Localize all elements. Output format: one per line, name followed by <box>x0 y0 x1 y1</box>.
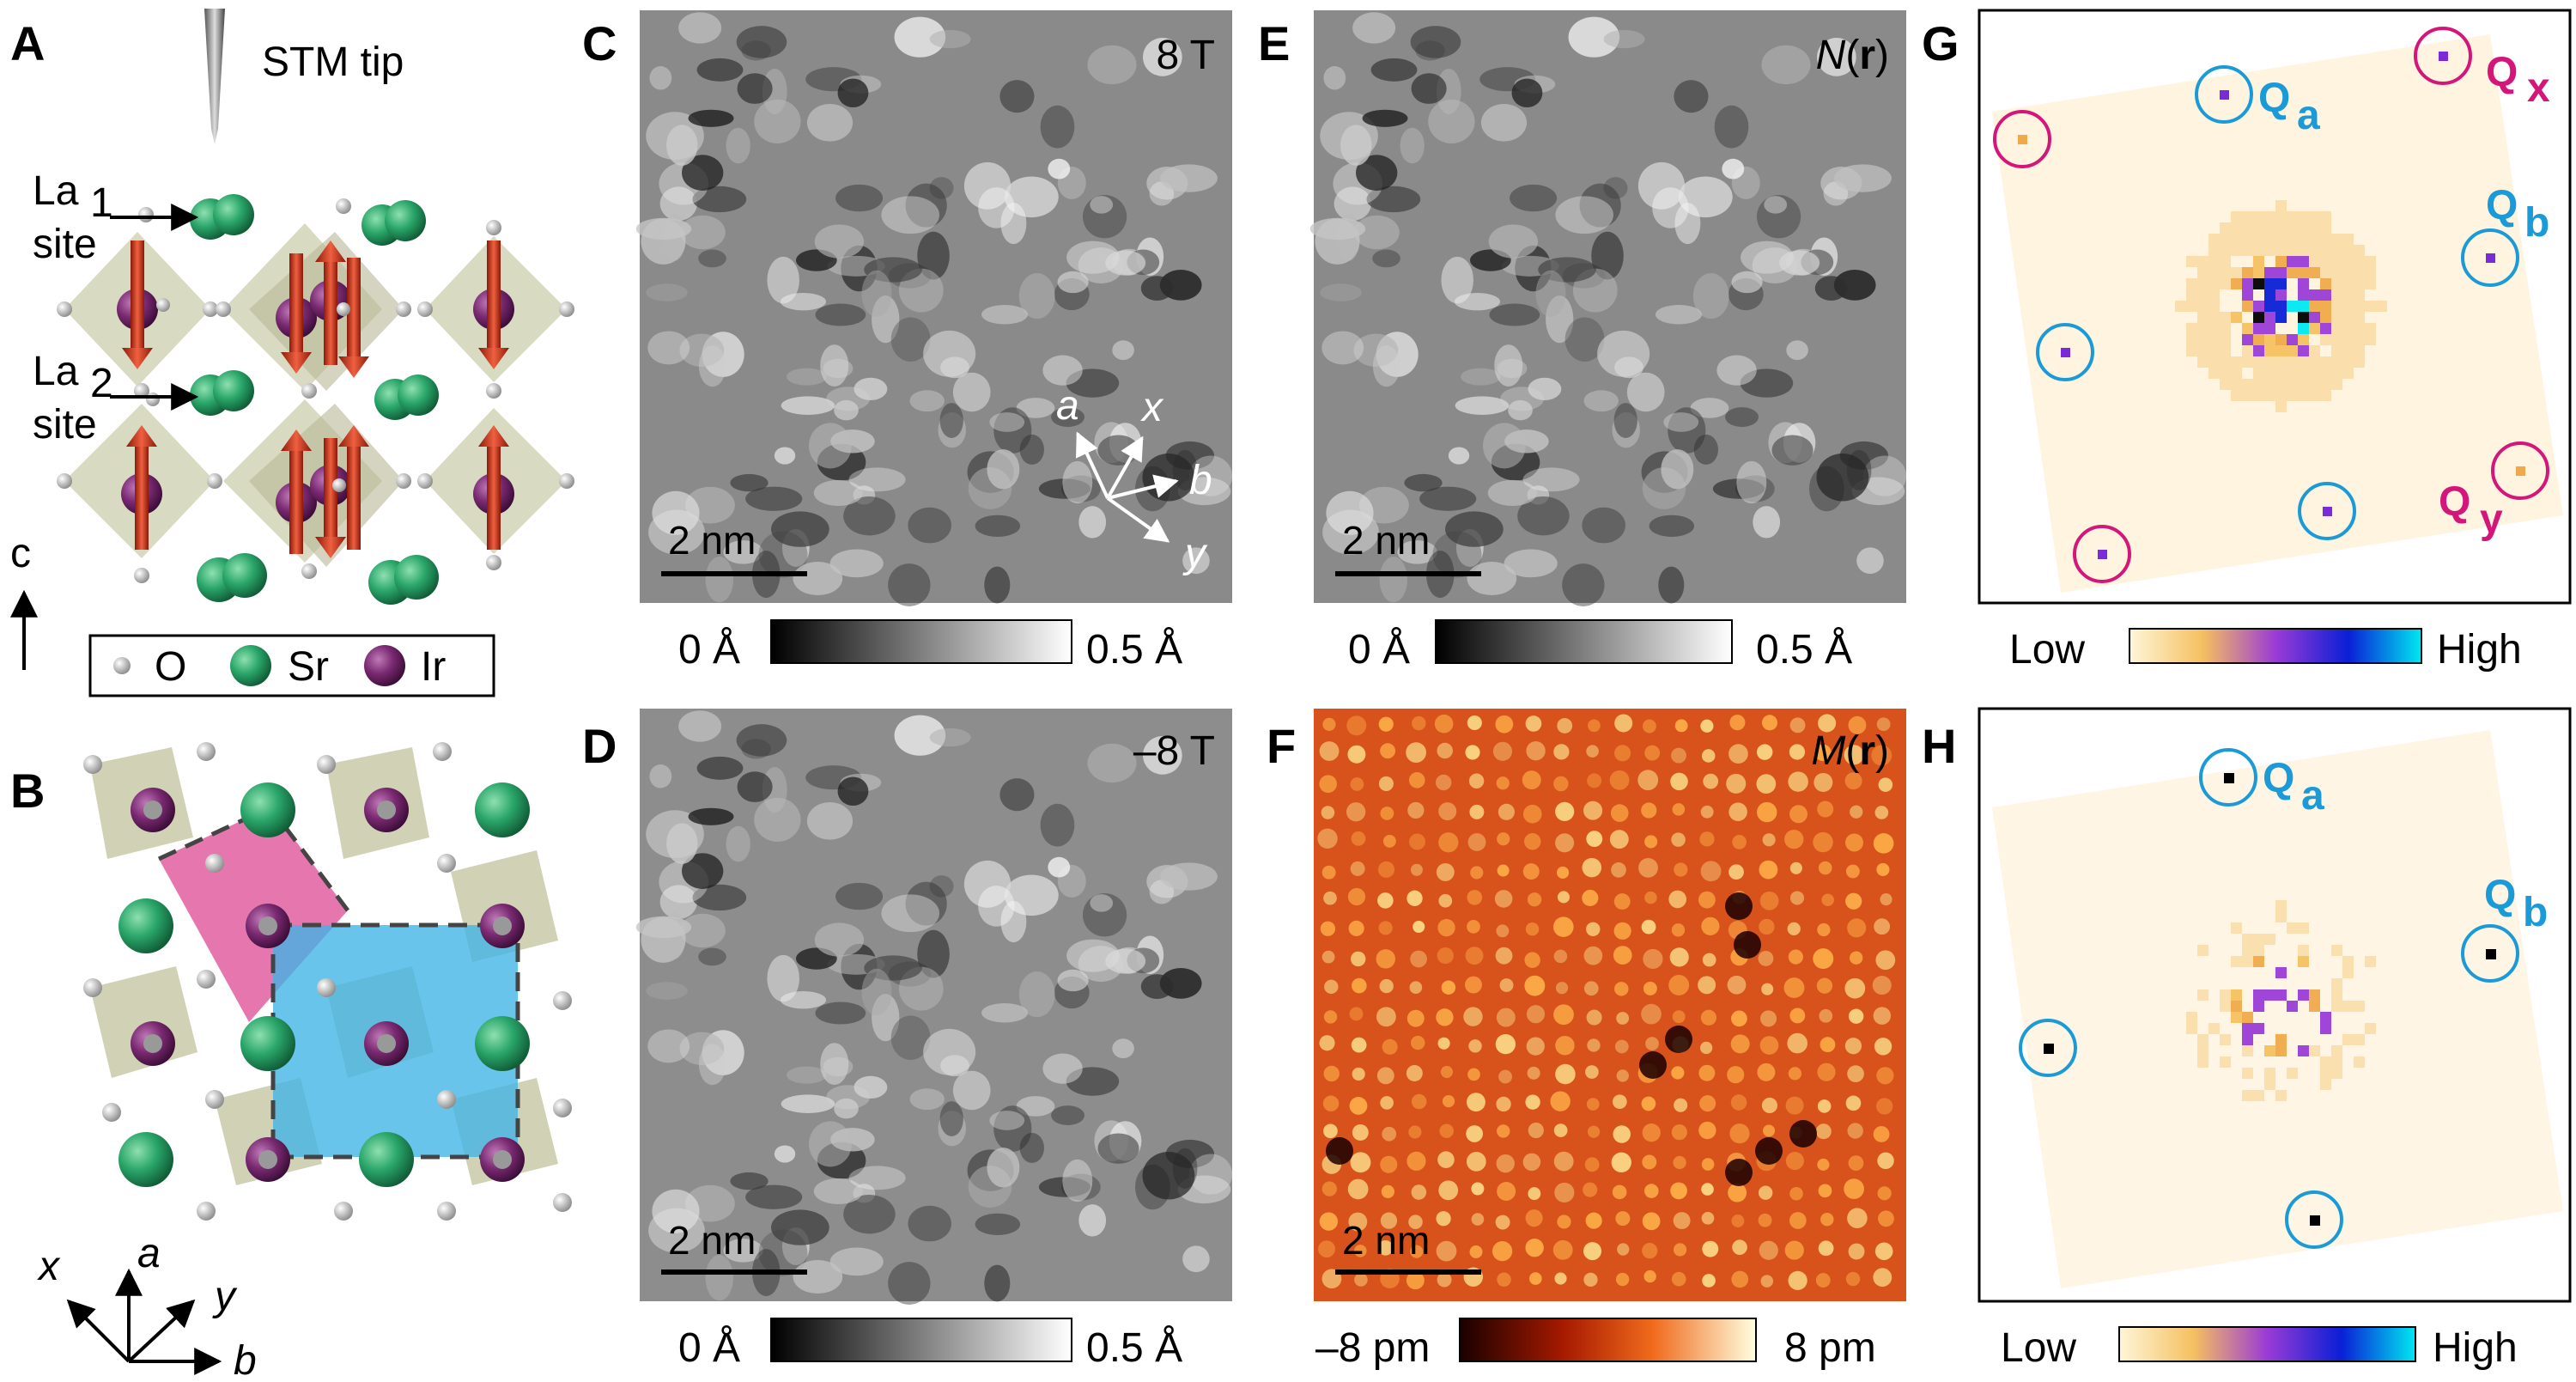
svg-text:8 pm: 8 pm <box>1784 1325 1876 1371</box>
svg-text:0 Å: 0 Å <box>1348 627 1410 673</box>
svg-text:y: y <box>2480 496 2503 542</box>
svg-text:High: High <box>2433 1325 2518 1371</box>
fft-features-h <box>2044 773 2496 1226</box>
svg-text:2 nm: 2 nm <box>668 1218 756 1263</box>
panel-label-f: F <box>1267 719 1296 773</box>
svg-text:Q: Q <box>2486 183 2518 228</box>
svg-text:a: a <box>2301 773 2324 819</box>
colorbar-g: Low High <box>2009 627 2522 673</box>
svg-text:b: b <box>2523 890 2548 935</box>
stm-tip-icon <box>204 9 225 144</box>
svg-text:2 nm: 2 nm <box>1342 1218 1430 1263</box>
svg-text:0.5 Å: 0.5 Å <box>1756 627 1852 673</box>
strontium-icon <box>230 645 271 686</box>
svg-text:a: a <box>1056 383 1079 429</box>
n-map-features-e <box>1309 12 1907 606</box>
panel-label-h: H <box>1922 719 1956 773</box>
svg-text:1: 1 <box>90 180 113 226</box>
peak-labels-g: Q a Q b Q x Q y <box>2258 50 2550 542</box>
svg-text:Ir: Ir <box>421 644 446 690</box>
svg-text:La: La <box>33 349 79 394</box>
svg-text:site: site <box>33 222 97 267</box>
svg-text:b: b <box>1189 458 1212 503</box>
stm-topograph-d <box>640 709 1232 1301</box>
c-axis-arrow: c <box>10 531 38 670</box>
title-e: N(r) <box>1816 33 1889 78</box>
panel-label-a: A <box>10 16 45 70</box>
svg-text:a: a <box>137 1231 161 1276</box>
colorbar-c: 0 Å 0.5 Å <box>678 619 1182 673</box>
atom-legend: O Sr Ir <box>88 634 495 697</box>
svg-text:y: y <box>1182 531 1208 576</box>
svg-text:x: x <box>2527 65 2550 111</box>
svg-text:High: High <box>2437 627 2522 673</box>
svg-text:2 nm: 2 nm <box>1342 518 1430 563</box>
scalebar-e: 2 nm <box>1335 518 1481 576</box>
svg-text:2 nm: 2 nm <box>668 518 756 563</box>
svg-text:b: b <box>2524 200 2549 246</box>
la-site-labels: La 1 site La 2 site <box>33 168 199 447</box>
svg-text:a: a <box>2297 93 2320 138</box>
topograph-features-d <box>635 710 1233 1305</box>
m-map-f <box>1314 709 1906 1301</box>
lattice-axes-c: a x b y <box>1056 383 1212 576</box>
svg-text:Q: Q <box>2484 873 2516 918</box>
b-axes: x a y b <box>37 1231 257 1382</box>
oxygen-icon <box>113 657 131 674</box>
crystal-structure-a <box>57 194 574 605</box>
svg-text:Q: Q <box>2439 479 2470 525</box>
svg-text:x: x <box>1140 385 1164 430</box>
svg-text:La: La <box>33 168 79 214</box>
panel-label-e: E <box>1258 16 1290 70</box>
svg-text:x: x <box>37 1244 61 1289</box>
svg-text:0 Å: 0 Å <box>678 1325 740 1371</box>
svg-text:Low: Low <box>2001 1325 2076 1371</box>
colorbar-h: Low High <box>2001 1325 2518 1371</box>
svg-text:0.5 Å: 0.5 Å <box>1086 1325 1182 1371</box>
svg-text:c: c <box>10 531 31 576</box>
svg-text:Sr: Sr <box>288 644 329 690</box>
fft-features-g <box>2018 52 2525 559</box>
svg-text:y: y <box>212 1274 238 1319</box>
peak-labels-h: Q a Q b <box>2263 756 2548 935</box>
field-label-d: –8 T <box>1133 728 1215 774</box>
svg-text:O: O <box>155 644 186 690</box>
svg-text:Q: Q <box>2486 50 2518 95</box>
svg-text:Q: Q <box>2258 76 2290 121</box>
panel-label-g: G <box>1922 16 1959 70</box>
colorbar-e: 0 Å 0.5 Å <box>1348 619 1852 673</box>
svg-text:b: b <box>234 1338 257 1382</box>
colorbar-d: 0 Å 0.5 Å <box>678 1318 1182 1371</box>
peak-circles-h <box>2019 748 2519 1249</box>
colorbar-f: –8 pm 8 pm <box>1315 1318 1876 1371</box>
field-label-c: 8 T <box>1157 33 1215 78</box>
scalebar-f: 2 nm <box>1335 1218 1481 1275</box>
iridium-icon <box>364 645 405 686</box>
svg-text:site: site <box>33 402 97 447</box>
svg-text:Low: Low <box>2009 627 2085 673</box>
m-map-features-f <box>1317 714 1896 1290</box>
peak-circles-g <box>1993 27 2549 583</box>
n-map-e <box>1314 10 1906 603</box>
crystal-structure-b <box>83 742 572 1221</box>
svg-text:2: 2 <box>90 361 113 406</box>
stm-tip-label: STM tip <box>262 40 404 85</box>
title-f: M(r) <box>1811 728 1889 774</box>
topograph-features-c <box>635 12 1233 606</box>
svg-text:0 Å: 0 Å <box>678 627 740 673</box>
svg-text:0.5 Å: 0.5 Å <box>1086 627 1182 673</box>
svg-text:–8 pm: –8 pm <box>1315 1325 1430 1371</box>
scalebar-d: 2 nm <box>661 1218 807 1275</box>
stm-topograph-c <box>640 10 1232 603</box>
panel-label-d: D <box>582 719 617 773</box>
panel-label-b: B <box>10 764 45 818</box>
svg-text:Q: Q <box>2263 756 2294 801</box>
scalebar-c: 2 nm <box>661 518 807 576</box>
panel-label-c: C <box>582 16 617 70</box>
